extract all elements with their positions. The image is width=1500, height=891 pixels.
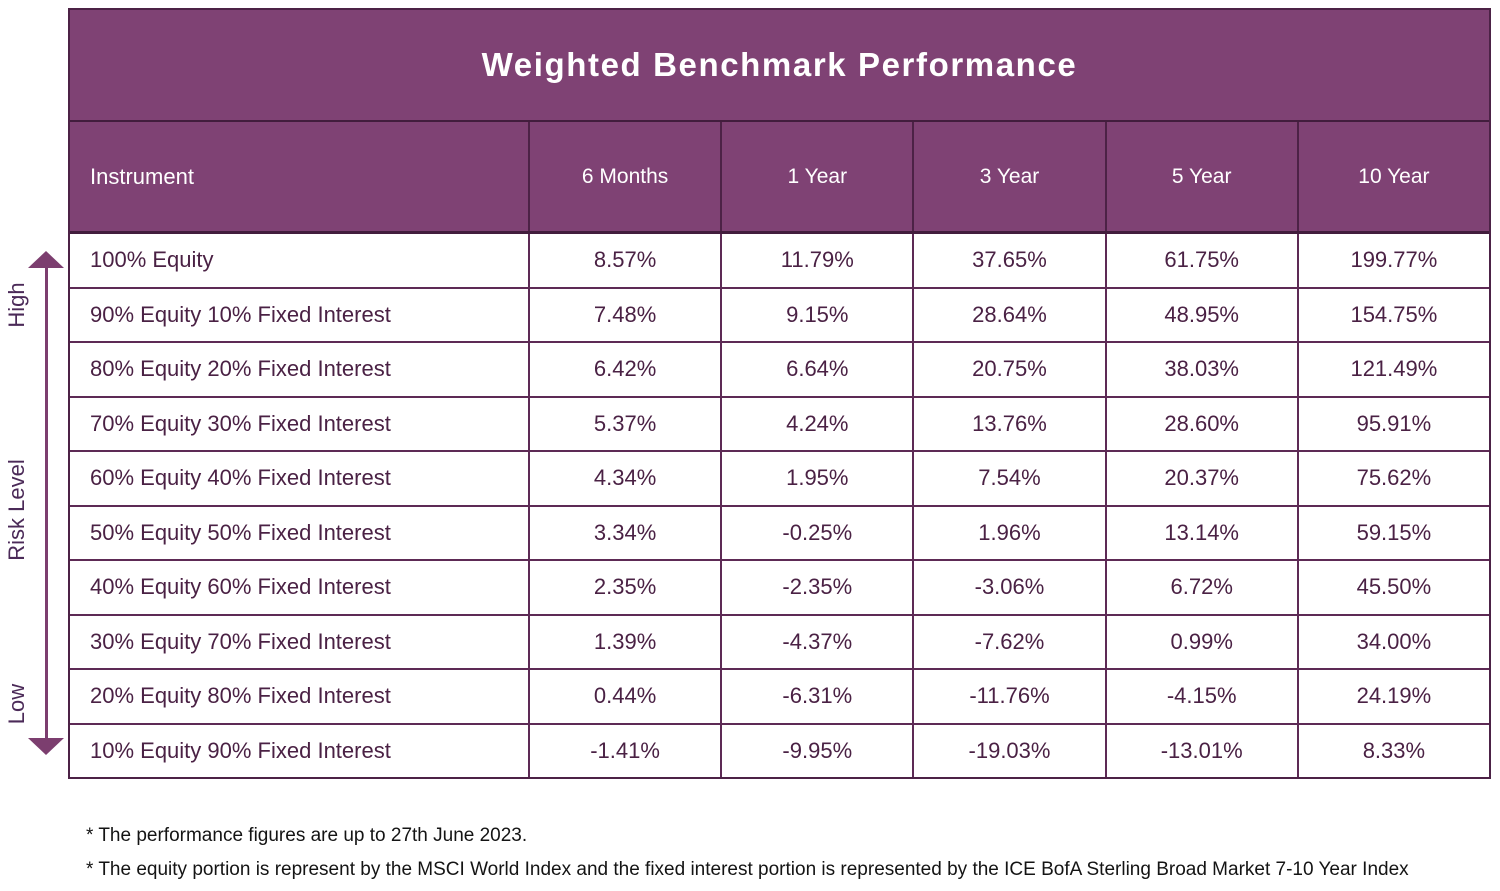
value-cell: 95.91%: [1296, 397, 1489, 450]
value-cell: 75.62%: [1296, 452, 1489, 505]
benchmark-table: Weighted Benchmark Performance Instrumen…: [68, 8, 1491, 779]
value-cell: 1.95%: [720, 452, 912, 505]
value-cell: -9.95%: [720, 724, 912, 777]
value-cell: 45.50%: [1296, 561, 1489, 614]
value-cell: 9.15%: [720, 288, 912, 341]
value-cell: 20.75%: [912, 343, 1104, 396]
column-header-5-year: 5 Year: [1104, 122, 1297, 231]
table-row: 30% Equity 70% Fixed Interest 1.39% -4.37%…: [70, 615, 1489, 670]
value-cell: 1.39%: [528, 615, 720, 668]
instrument-cell: 50% Equity 50% Fixed Interest: [90, 519, 391, 545]
value-cell: 199.77%: [1296, 234, 1489, 287]
value-cell: 8.33%: [1296, 724, 1489, 777]
value-cell: 7.48%: [528, 288, 720, 341]
value-cell: 38.03%: [1104, 343, 1297, 396]
instrument-cell: 10% Equity 90% Fixed Interest: [90, 737, 391, 763]
table-body: 100% Equity 8.57% 11.79% 37.65% 61.75% 199.77…: [70, 234, 1489, 777]
value-cell: 5.37%: [528, 397, 720, 450]
column-header-10-year: 10 Year: [1296, 122, 1489, 231]
value-cell: 13.76%: [912, 397, 1104, 450]
risk-axis-title: Risk Level: [4, 459, 29, 561]
value-cell: 8.57%: [528, 234, 720, 287]
instrument-cell: 80% Equity 20% Fixed Interest: [90, 356, 391, 382]
value-cell: 11.79%: [720, 234, 912, 287]
value-cell: 20.37%: [1104, 452, 1297, 505]
table-row: 90% Equity 10% Fixed Interest 7.48% 9.15% 2…: [70, 288, 1489, 343]
value-cell: 34.00%: [1296, 615, 1489, 668]
table-header-row: Instrument 6 Months 1 Year 3 Year 5 Year…: [70, 122, 1489, 234]
value-cell: 0.99%: [1104, 615, 1297, 668]
column-header-instrument: Instrument: [90, 163, 194, 189]
value-cell: -11.76%: [912, 670, 1104, 723]
instrument-cell: 60% Equity 40% Fixed Interest: [90, 465, 391, 491]
value-cell: 0.44%: [528, 670, 720, 723]
table-row: 40% Equity 60% Fixed Interest 2.35% -2.35%…: [70, 561, 1489, 616]
instrument-cell: 90% Equity 10% Fixed Interest: [90, 301, 391, 327]
value-cell: -3.06%: [912, 561, 1104, 614]
arrow-up-icon: [28, 251, 64, 268]
value-cell: -4.37%: [720, 615, 912, 668]
value-cell: 59.15%: [1296, 506, 1489, 559]
page-title: Weighted Benchmark Performance: [481, 46, 1078, 83]
instrument-cell: 100% Equity: [90, 247, 214, 273]
table-row: 70% Equity 30% Fixed Interest 5.37% 4.24% 1…: [70, 397, 1489, 452]
risk-axis-high-label: High: [4, 282, 29, 328]
value-cell: 61.75%: [1104, 234, 1297, 287]
column-header-6-months: 6 Months: [528, 122, 720, 231]
value-cell: 6.64%: [720, 343, 912, 396]
table-row: 100% Equity 8.57% 11.79% 37.65% 61.75% 199.77…: [70, 234, 1489, 289]
value-cell: -19.03%: [912, 724, 1104, 777]
instrument-cell: 70% Equity 30% Fixed Interest: [90, 410, 391, 436]
risk-axis-line: [45, 265, 48, 739]
table-row: 60% Equity 40% Fixed Interest 4.34% 1.95% 7…: [70, 452, 1489, 507]
value-cell: -2.35%: [720, 561, 912, 614]
value-cell: 13.14%: [1104, 506, 1297, 559]
instrument-cell: 30% Equity 70% Fixed Interest: [90, 628, 391, 654]
risk-axis-low-label: Low: [4, 683, 29, 725]
value-cell: 6.72%: [1104, 561, 1297, 614]
value-cell: -6.31%: [720, 670, 912, 723]
value-cell: 48.95%: [1104, 288, 1297, 341]
table-row: 50% Equity 50% Fixed Interest 3.34% -0.25%…: [70, 506, 1489, 561]
footnote-line: * The performance figures are up to 27th…: [86, 825, 528, 846]
value-cell: 28.60%: [1104, 397, 1297, 450]
value-cell: 6.42%: [528, 343, 720, 396]
value-cell: 28.64%: [912, 288, 1104, 341]
table-row: 80% Equity 20% Fixed Interest 6.42% 6.64% 2…: [70, 343, 1489, 398]
value-cell: 37.65%: [912, 234, 1104, 287]
value-cell: -13.01%: [1104, 724, 1297, 777]
value-cell: 4.24%: [720, 397, 912, 450]
value-cell: 3.34%: [528, 506, 720, 559]
value-cell: 7.54%: [912, 452, 1104, 505]
value-cell: -1.41%: [528, 724, 720, 777]
value-cell: 24.19%: [1296, 670, 1489, 723]
arrow-down-icon: [28, 738, 64, 755]
column-header-3-year: 3 Year: [912, 122, 1104, 231]
table-row: 10% Equity 90% Fixed Interest -1.41% -9.95…: [70, 724, 1489, 777]
column-header-1-year: 1 Year: [720, 122, 912, 231]
value-cell: 121.49%: [1296, 343, 1489, 396]
value-cell: -4.15%: [1104, 670, 1297, 723]
instrument-cell: 20% Equity 80% Fixed Interest: [90, 683, 391, 709]
value-cell: -7.62%: [912, 615, 1104, 668]
value-cell: 1.96%: [912, 506, 1104, 559]
footnotes: * The performance figures are up to 27th…: [86, 826, 1409, 891]
table-title-band: Weighted Benchmark Performance: [70, 10, 1489, 122]
footnote-line: * The equity portion is represent by the…: [86, 859, 1409, 880]
value-cell: 2.35%: [528, 561, 720, 614]
table-row: 20% Equity 80% Fixed Interest 0.44% -6.31%…: [70, 670, 1489, 725]
instrument-cell: 40% Equity 60% Fixed Interest: [90, 574, 391, 600]
value-cell: 154.75%: [1296, 288, 1489, 341]
value-cell: 4.34%: [528, 452, 720, 505]
value-cell: -0.25%: [720, 506, 912, 559]
